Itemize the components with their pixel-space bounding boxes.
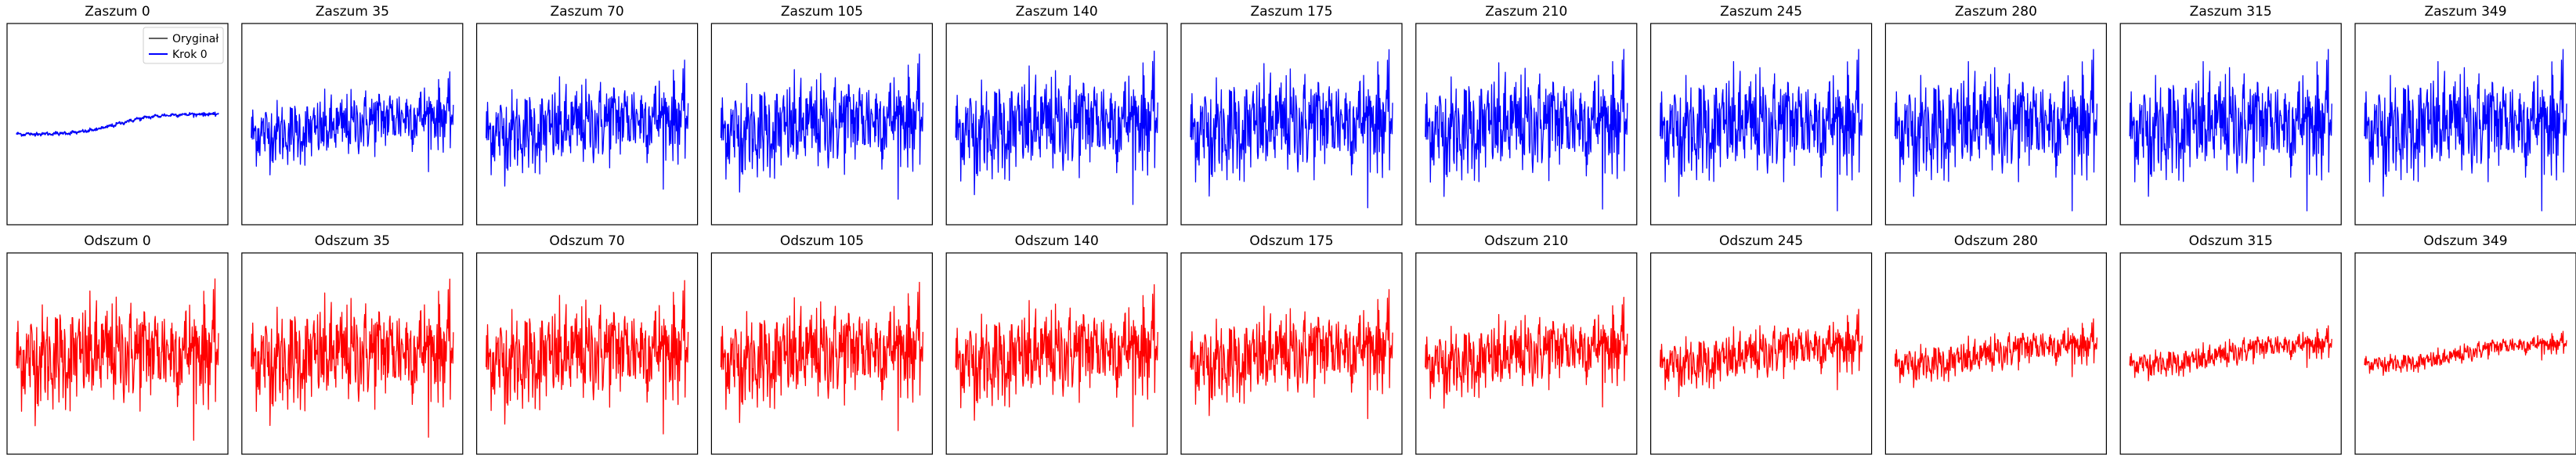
panel-frame	[1884, 23, 2107, 226]
panel-frame	[1884, 252, 2107, 455]
panel-denoise-140: Odszum 140	[945, 233, 1168, 455]
panel-frame	[945, 252, 1168, 455]
noise-series-line	[485, 60, 689, 190]
panel-title: Zaszum 280	[1955, 4, 2037, 20]
denoise-series-line	[251, 278, 454, 439]
panel-title: Odszum 70	[549, 233, 624, 249]
denoise-series-line	[955, 283, 1158, 428]
panel-title: Zaszum 349	[2424, 4, 2506, 20]
legend: Oryginał Krok 0	[143, 27, 224, 64]
panel-frame	[1415, 252, 1638, 455]
panel-frame	[2119, 23, 2342, 226]
panel-denoise-245: Odszum 245	[1650, 233, 1873, 455]
panel-title: Odszum 349	[2423, 233, 2507, 249]
panel-denoise-210: Odszum 210	[1415, 233, 1638, 455]
panel-frame	[710, 252, 934, 455]
panel-frame	[241, 252, 464, 455]
noise-series-line	[955, 50, 1158, 205]
panel-title: Odszum 35	[315, 233, 390, 249]
denoise-series-line	[720, 281, 924, 431]
panel-title: Odszum 0	[84, 233, 151, 249]
panel-title: Odszum 140	[1015, 233, 1099, 249]
panel-denoise-349: Odszum 349	[2354, 233, 2576, 455]
panel-noise-349: Zaszum 349	[2354, 4, 2576, 226]
noise-series-line	[1894, 49, 2098, 211]
legend-original-label: Oryginał	[172, 33, 219, 45]
panel-title: Zaszum 35	[316, 4, 389, 20]
panel-noise-105: Zaszum 105	[710, 4, 934, 226]
panel-frame	[475, 252, 699, 455]
noise-series-line	[2129, 49, 2332, 211]
noise-series-line	[16, 111, 219, 137]
panel-noise-280: Zaszum 280	[1884, 4, 2107, 226]
denoise-series-line	[485, 280, 689, 435]
noise-series-line	[251, 71, 454, 176]
panel-denoise-0: Odszum 0	[6, 233, 229, 455]
noise-series-line	[2364, 49, 2567, 211]
panel-title: Zaszum 315	[2190, 4, 2272, 20]
denoise-series-line	[1425, 297, 1628, 409]
panel-frame	[1180, 23, 1403, 226]
panel-frame	[2354, 252, 2576, 455]
panel-noise-210: Zaszum 210	[1415, 4, 1638, 226]
panel-title: Zaszum 175	[1250, 4, 1332, 20]
panel-noise-245: Zaszum 245	[1650, 4, 1873, 226]
panel-frame	[945, 23, 1168, 226]
panel-denoise-35: Odszum 35	[241, 233, 464, 455]
panel-noise-315: Zaszum 315	[2119, 4, 2342, 226]
panel-frame	[1180, 252, 1403, 455]
panel-title: Zaszum 0	[85, 4, 150, 20]
denoise-series-line	[2129, 325, 2332, 381]
panel-denoise-280: Odszum 280	[1884, 233, 2107, 455]
panel-title: Odszum 210	[1484, 233, 1568, 249]
panel-denoise-105: Odszum 105	[710, 233, 934, 455]
panel-noise-140: Zaszum 140	[945, 4, 1168, 226]
panel-title: Zaszum 210	[1485, 4, 1567, 20]
panel-frame	[2354, 23, 2576, 226]
panel-noise-175: Zaszum 175	[1180, 4, 1403, 226]
panel-frame	[2119, 252, 2342, 455]
panel-frame	[241, 23, 464, 226]
panel-frame	[710, 23, 934, 226]
legend-step-label: Krok 0	[172, 49, 208, 61]
panel-title: Zaszum 105	[781, 4, 863, 20]
panel-frame	[1415, 23, 1638, 226]
noise-series-line	[1659, 49, 1863, 211]
panel-title: Odszum 245	[1719, 233, 1803, 249]
panel-title: Odszum 105	[780, 233, 864, 249]
noise-series-line	[1190, 49, 1393, 209]
panel-denoise-175: Odszum 175	[1180, 233, 1403, 455]
panel-frame	[6, 23, 229, 226]
panel-noise-0: Zaszum 0 Oryginał Krok 0	[6, 4, 229, 226]
panel-title: Zaszum 245	[1720, 4, 1802, 20]
original-series-line	[16, 113, 219, 135]
noise-series-line	[1425, 49, 1628, 210]
panel-frame	[1650, 252, 1873, 455]
panel-frame	[475, 23, 699, 226]
panel-denoise-70: Odszum 70	[475, 233, 699, 455]
panel-title: Zaszum 140	[1016, 4, 1098, 20]
panel-noise-35: Zaszum 35	[241, 4, 464, 226]
denoise-series-line	[16, 278, 219, 441]
panel-frame	[1650, 23, 1873, 226]
panel-denoise-315: Odszum 315	[2119, 233, 2342, 455]
noise-series-line	[720, 53, 924, 200]
panel-frame	[6, 252, 229, 455]
panel-noise-70: Zaszum 70	[475, 4, 699, 226]
panel-title: Odszum 280	[1954, 233, 2038, 249]
denoise-series-line	[1659, 309, 1863, 398]
panel-title: Odszum 175	[1249, 233, 1333, 249]
panel-title: Odszum 315	[2189, 233, 2273, 249]
denoise-series-line	[2364, 330, 2567, 377]
denoise-series-line	[1190, 289, 1393, 420]
panel-title: Zaszum 70	[550, 4, 623, 20]
denoise-series-line	[1894, 318, 2098, 388]
